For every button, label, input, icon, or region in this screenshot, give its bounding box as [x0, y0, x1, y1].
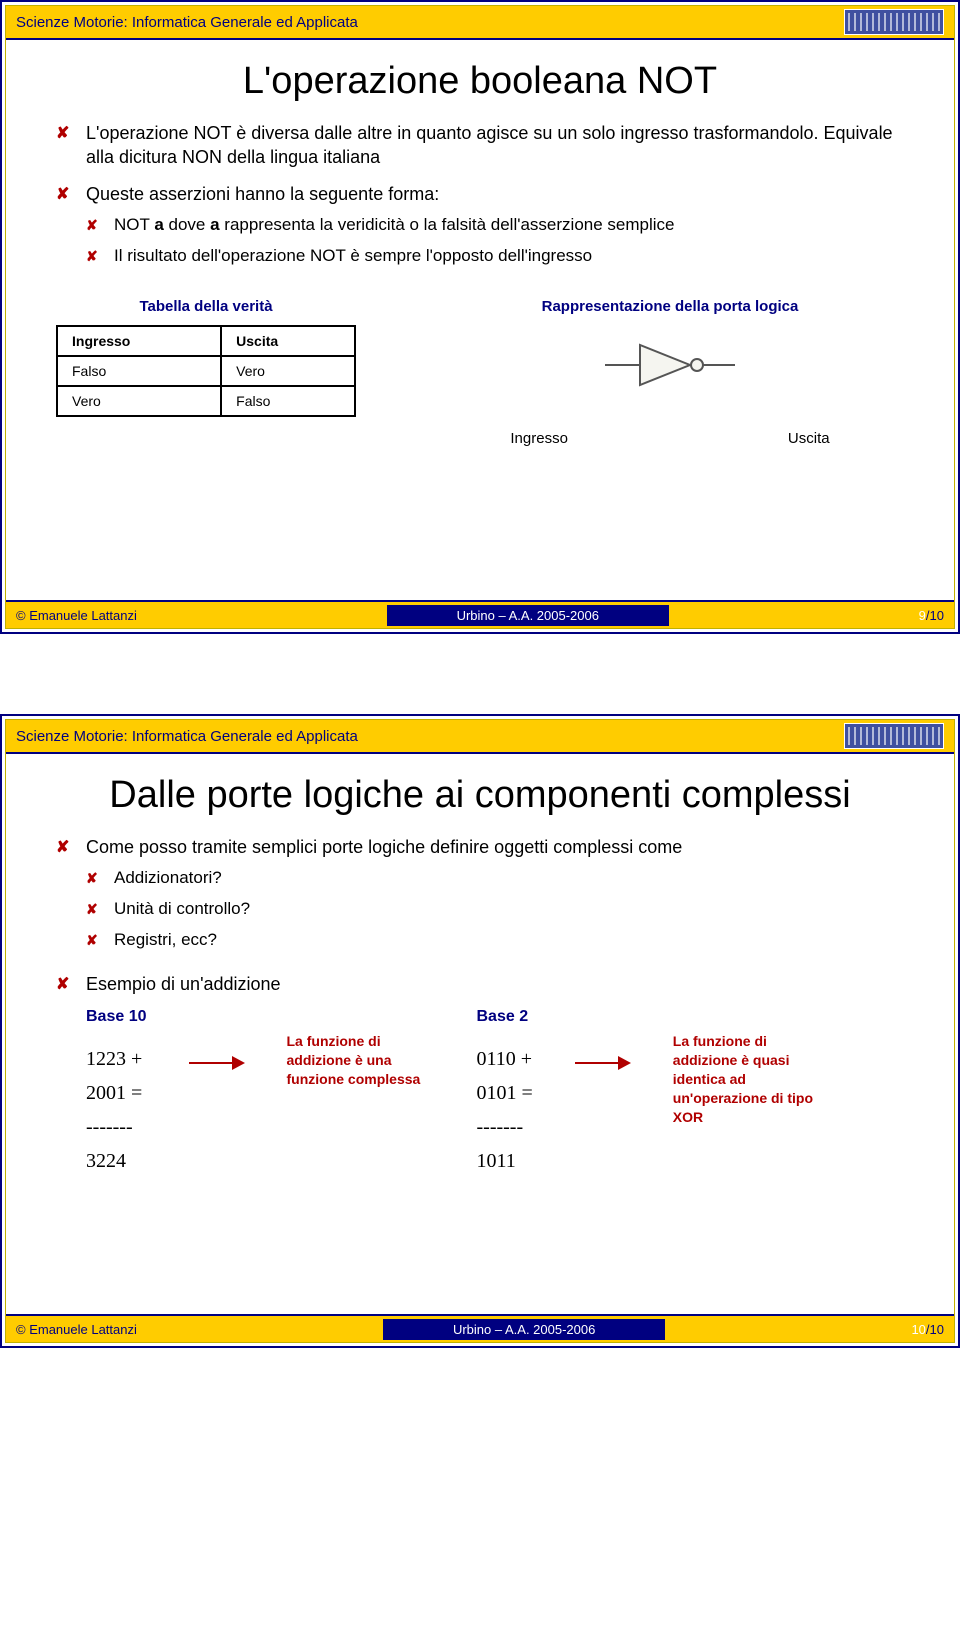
slide-title: Dalle porte logiche ai componenti comple… — [56, 774, 904, 817]
arrow-icon — [187, 1008, 247, 1178]
sub-text: Addizionatori? — [114, 868, 222, 887]
table-cell: Falso — [57, 356, 221, 386]
variable-a: a — [210, 215, 219, 234]
slide-inner: Scienze Motorie: Informatica Generale ed… — [5, 719, 955, 1343]
calc-line: 1223 + — [86, 1042, 147, 1076]
sub-text: NOT — [114, 215, 154, 234]
sub-text: rappresenta la veridicità o la falsità d… — [220, 215, 675, 234]
bullet-text: Come posso tramite semplici porte logich… — [86, 837, 682, 857]
base-label: Base 10 — [86, 1008, 147, 1026]
slide-header: Scienze Motorie: Informatica Generale ed… — [6, 6, 954, 40]
slide-inner: Scienze Motorie: Informatica Generale ed… — [5, 5, 955, 629]
truth-table-block: Tabella della verità Ingresso Uscita Fal… — [56, 298, 356, 447]
course-title: Scienze Motorie: Informatica Generale ed… — [16, 14, 358, 31]
university-logo — [844, 9, 944, 35]
calc-line: 1011 — [477, 1144, 533, 1178]
calc-line: 0101 = — [477, 1076, 533, 1110]
sub-item: NOT a dove a rappresenta la veridicità o… — [86, 214, 904, 237]
gate-caption: Rappresentazione della porta logica — [436, 298, 904, 315]
slide-header: Scienze Motorie: Informatica Generale ed… — [6, 720, 954, 754]
sub-text: Il risultato dell'operazione NOT è sempr… — [114, 246, 592, 265]
explanation-text: La funzione di addizione è una funzione … — [287, 1008, 437, 1178]
sub-text: Registri, ecc? — [114, 930, 217, 949]
base-label: Base 2 — [477, 1008, 533, 1026]
footer-author: © Emanuele Lattanzi — [16, 608, 137, 623]
slide-footer: © Emanuele Lattanzi Urbino – A.A. 2005-2… — [6, 600, 954, 628]
bullet-text: L'operazione NOT è diversa dalle altre i… — [86, 123, 893, 167]
bullet-list: Come posso tramite semplici porte logich… — [56, 835, 904, 996]
page-counter: 9/10 — [919, 608, 944, 623]
truth-section: Tabella della verità Ingresso Uscita Fal… — [56, 298, 904, 447]
slide-body: Dalle porte logiche ai componenti comple… — [6, 754, 954, 1314]
table-row: Ingresso Uscita — [57, 326, 355, 356]
variable-a: a — [154, 215, 163, 234]
truth-table: Ingresso Uscita Falso Vero Vero Falso — [56, 325, 356, 417]
table-row: Falso Vero — [57, 356, 355, 386]
sub-text: dove — [164, 215, 210, 234]
footer-location: Urbino – A.A. 2005-2006 — [387, 605, 669, 626]
page-current: 10 — [911, 1322, 925, 1337]
calc-line: 2001 = — [86, 1076, 147, 1110]
page-total: /10 — [926, 608, 944, 623]
slide-body: L'operazione booleana NOT L'operazione N… — [6, 40, 954, 600]
table-header: Ingresso — [57, 326, 221, 356]
explanation-text: La funzione di addizione è quasi identic… — [673, 1008, 823, 1178]
footer-location: Urbino – A.A. 2005-2006 — [383, 1319, 665, 1340]
bullet-item: Queste asserzioni hanno la seguente form… — [56, 182, 904, 268]
table-header: Uscita — [221, 326, 355, 356]
sub-text: Unità di controllo? — [114, 899, 250, 918]
slide-1: Scienze Motorie: Informatica Generale ed… — [0, 0, 960, 634]
table-cell: Vero — [221, 356, 355, 386]
slide-title: L'operazione booleana NOT — [56, 60, 904, 103]
table-row: Vero Falso — [57, 386, 355, 416]
sub-list: Addizionatori? Unità di controllo? Regis… — [86, 867, 904, 952]
bullet-item: L'operazione NOT è diversa dalle altre i… — [56, 121, 904, 170]
page-counter: 10/10 — [911, 1322, 944, 1337]
bullet-text: Esempio di un'addizione — [86, 974, 281, 994]
page-total: /10 — [926, 1322, 944, 1337]
bullet-list: L'operazione NOT è diversa dalle altre i… — [56, 121, 904, 268]
university-logo — [844, 723, 944, 749]
not-gate-icon — [600, 335, 740, 395]
course-title: Scienze Motorie: Informatica Generale ed… — [16, 728, 358, 745]
base2-column: Base 2 0110 + 0101 = ------- 1011 — [477, 1008, 533, 1178]
sub-list: NOT a dove a rappresenta la veridicità o… — [86, 214, 904, 268]
calc-line: 0110 + — [477, 1042, 533, 1076]
slide-footer: © Emanuele Lattanzi Urbino – A.A. 2005-2… — [6, 1314, 954, 1342]
not-gate-diagram — [436, 335, 904, 400]
gate-input-label: Ingresso — [510, 430, 568, 447]
calc-line: ------- — [477, 1110, 533, 1144]
page-current: 9 — [919, 608, 926, 623]
sub-item: Addizionatori? — [86, 867, 904, 890]
gate-block: Rappresentazione della porta logica Ingr… — [436, 298, 904, 447]
truth-caption: Tabella della verità — [56, 298, 356, 315]
table-cell: Falso — [221, 386, 355, 416]
table-cell: Vero — [57, 386, 221, 416]
addition-example: Base 10 1223 + 2001 = ------- 3224 La fu… — [56, 1008, 904, 1178]
sub-item: Registri, ecc? — [86, 929, 904, 952]
calc-line: ------- — [86, 1110, 147, 1144]
gate-output-label: Uscita — [788, 430, 830, 447]
sub-item: Unità di controllo? — [86, 898, 904, 921]
calc-line: 3224 — [86, 1144, 147, 1178]
arrow-icon — [573, 1008, 633, 1178]
footer-author: © Emanuele Lattanzi — [16, 1322, 137, 1337]
slide-2: Scienze Motorie: Informatica Generale ed… — [0, 714, 960, 1348]
bullet-item: Esempio di un'addizione — [56, 972, 904, 996]
gate-labels: Ingresso Uscita — [436, 430, 904, 447]
bullet-item: Come posso tramite semplici porte logich… — [56, 835, 904, 952]
sub-item: Il risultato dell'operazione NOT è sempr… — [86, 245, 904, 268]
bullet-text: Queste asserzioni hanno la seguente form… — [86, 184, 439, 204]
base10-column: Base 10 1223 + 2001 = ------- 3224 — [86, 1008, 147, 1178]
